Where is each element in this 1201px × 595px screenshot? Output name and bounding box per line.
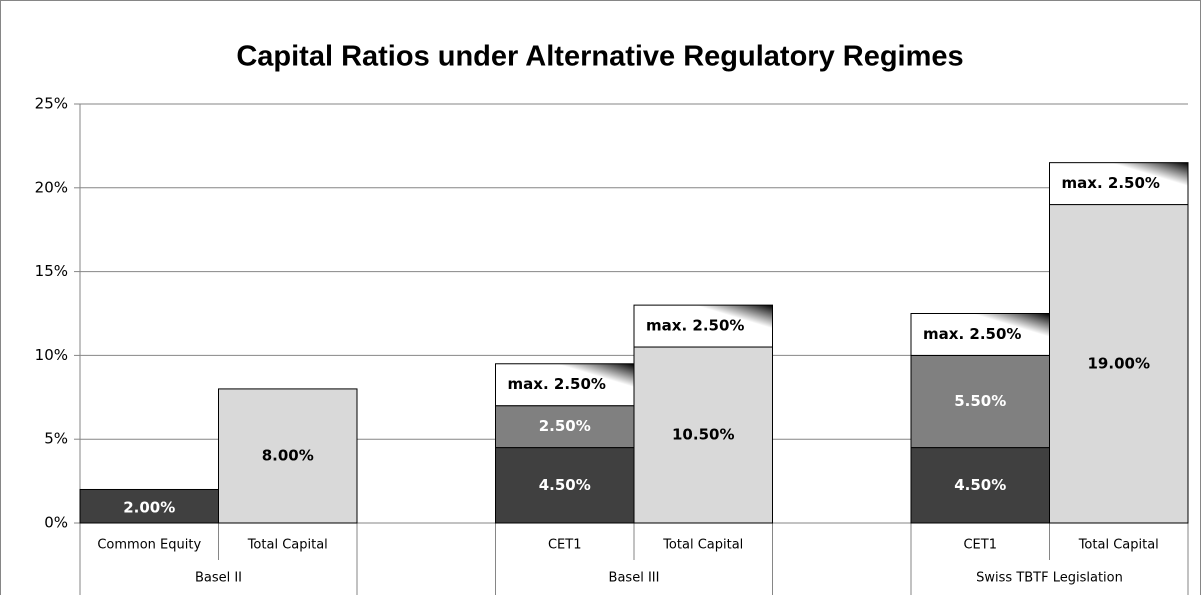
bar-segment bbox=[1049, 162, 1189, 206]
chart-title: Capital Ratios under Alternative Regulat… bbox=[236, 41, 963, 73]
bar-segment bbox=[910, 354, 1050, 449]
y-tick-label: 5% bbox=[44, 430, 68, 448]
value-label: 2.00% bbox=[123, 499, 175, 517]
bar-segment bbox=[495, 363, 635, 407]
group-label: Basel II bbox=[195, 571, 242, 586]
x-tick-label: Total Capital bbox=[662, 538, 743, 553]
value-label: 10.50% bbox=[672, 426, 734, 444]
value-label: max. 2.50% bbox=[646, 317, 744, 335]
group-label: Swiss TBTF Legislation bbox=[976, 571, 1123, 586]
y-tick-label: 10% bbox=[35, 346, 68, 364]
x-tick-label: Total Capital bbox=[247, 538, 328, 553]
bar-segment bbox=[218, 388, 358, 524]
x-tick-label: CET1 bbox=[548, 538, 582, 553]
value-label: 4.50% bbox=[539, 476, 591, 494]
x-tick-label: Common Equity bbox=[97, 538, 201, 553]
bar-segment bbox=[910, 447, 1050, 524]
value-label: 4.50% bbox=[954, 476, 1006, 494]
y-tick-label: 25% bbox=[35, 95, 68, 113]
value-label: max. 2.50% bbox=[1062, 174, 1160, 192]
value-label: 8.00% bbox=[262, 446, 314, 464]
value-label: 19.00% bbox=[1088, 354, 1150, 372]
group-label: Basel III bbox=[609, 571, 660, 586]
y-tick-label: 15% bbox=[35, 262, 68, 280]
x-tick-label: CET1 bbox=[963, 538, 997, 553]
bar-segment bbox=[633, 346, 773, 524]
value-label: max. 2.50% bbox=[508, 375, 606, 393]
bar-segment bbox=[910, 313, 1050, 356]
value-label: 2.50% bbox=[539, 417, 591, 435]
value-label: 5.50% bbox=[954, 392, 1006, 410]
bar-segment bbox=[1049, 204, 1189, 524]
y-tick-label: 0% bbox=[44, 514, 68, 532]
y-tick-label: 20% bbox=[35, 178, 68, 196]
value-label: max. 2.50% bbox=[923, 325, 1021, 343]
x-tick-label: Total Capital bbox=[1078, 538, 1159, 553]
bar-segment bbox=[633, 304, 773, 348]
